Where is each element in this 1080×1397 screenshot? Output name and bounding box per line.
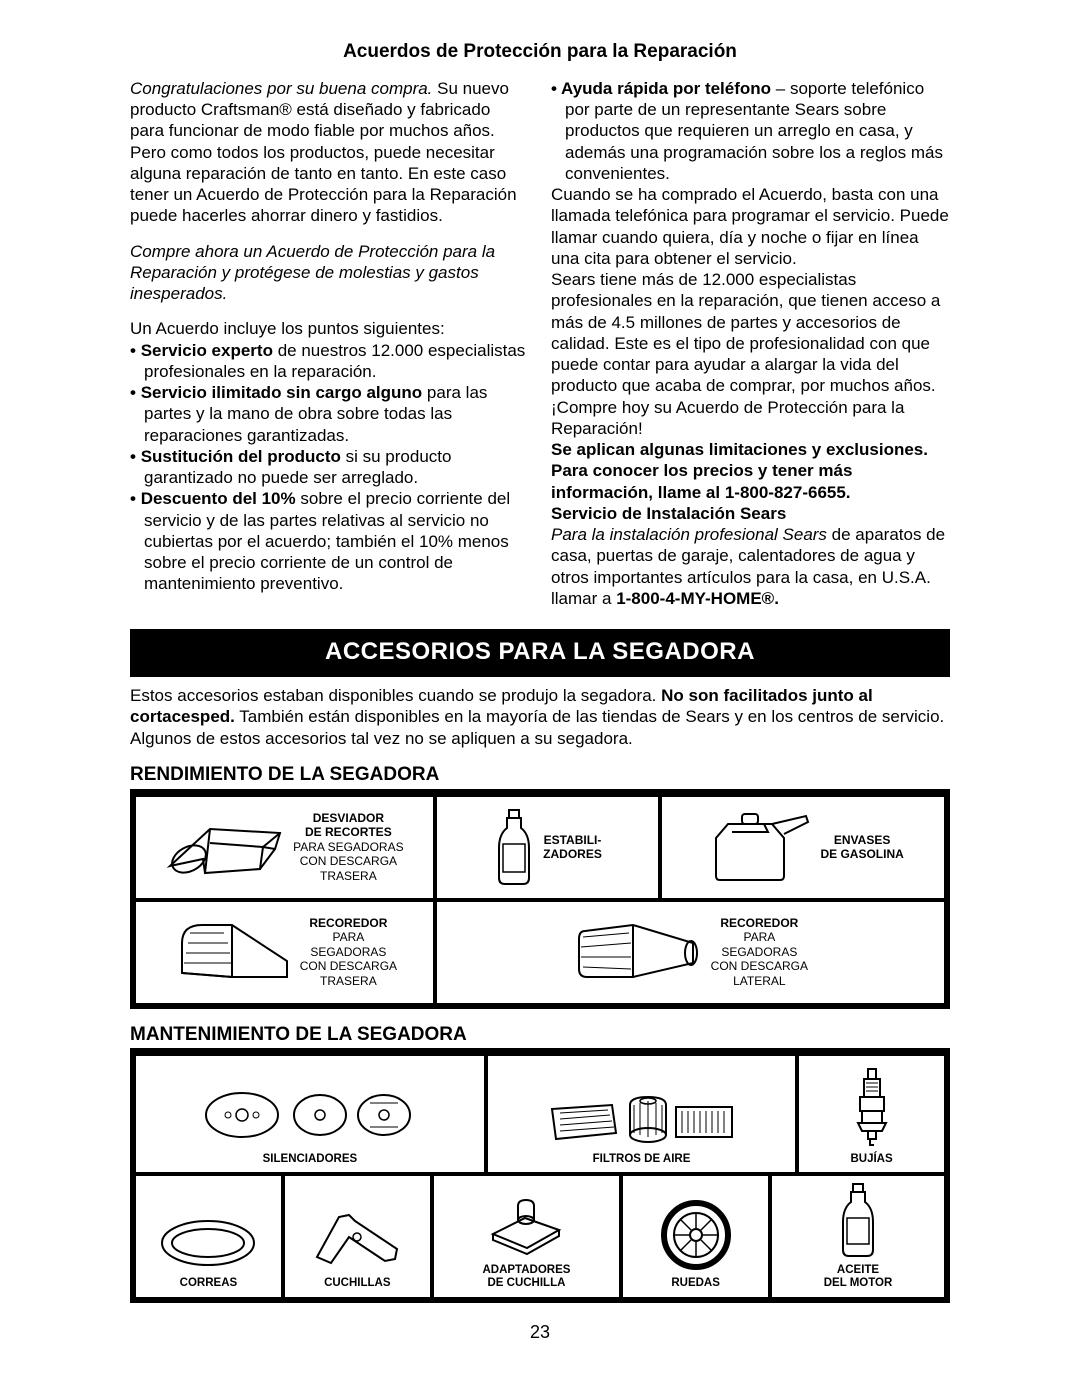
right-p3: Sears tiene más de 12.000 especialistas … [551,269,950,439]
acc-intro-1: Estos accesorios estaban disponibles cua… [130,686,661,705]
section2-title: MANTENIMIENTO DE LA SEGADORA [130,1023,950,1052]
cell-catcher-side: RECOREDOR PARA SEGADORAS CON DESCARGA LA… [435,900,946,1005]
cell-blades: CUCHILLAS [283,1174,432,1298]
lbl: ESTABILI- [543,833,602,847]
maintenance-grid: SILENCIADORES FILTROS DE AIR [130,1051,950,1302]
lbl: PARA [711,930,808,944]
sparkplug-label: BUJÍAS [850,1153,892,1166]
muffler-icon [200,1083,420,1147]
lbl: DESVIADOR [293,811,403,825]
left-b3: Sustitución del producto si su producto … [130,446,529,489]
lbl: ZADORES [543,847,602,861]
left-p3: Un Acuerdo incluye los puntos siguientes… [130,318,529,339]
lbl: DEL MOTOR [824,1277,893,1290]
right-p5: Para la instalación profesional Sears de… [551,524,950,609]
lbl: DE CUCHILLA [482,1277,570,1290]
oil-bottle-icon [838,1182,878,1258]
belts-label: CORREAS [180,1277,238,1290]
cell-deflector: DESVIADOR DE RECORTES PARA SEGADORAS CON… [134,795,435,900]
cell-gascan: ENVASES DE GASOLINA [660,795,946,900]
stabilizer-label: ESTABILI- ZADORES [543,833,602,862]
rp5-italic: Para la instalación profesional Sears [551,525,827,544]
section1-title: RENDIMIENTO DE LA SEGADORA [130,763,950,792]
left-p1: Congratulaciones por su buena compra. Su… [130,78,529,227]
cell-belts: CORREAS [134,1174,283,1298]
lbl: RECOREDOR [300,916,397,930]
two-column-body: Congratulaciones por su buena compra. Su… [130,78,950,609]
catcher-rear-icon [172,913,292,991]
catcher-side-label: RECOREDOR PARA SEGADORAS CON DESCARGA LA… [711,916,808,988]
cell-mufflers: SILENCIADORES [134,1054,486,1174]
rp5-phone: 1-800-4-MY-HOME®. [616,589,779,608]
rb1-bold: Ayuda rápida por teléfono [561,79,771,98]
deflector-icon [165,811,285,883]
cell-stabilizer: ESTABILI- ZADORES [435,795,661,900]
catcher-rear-label: RECOREDOR PARA SEGADORAS CON DESCARGA TR… [300,916,397,988]
oil-label: ACEITE DEL MOTOR [824,1264,893,1290]
blade-icon [309,1207,405,1271]
gascan-label: ENVASES DE GASOLINA [820,833,903,862]
lbl: SEGADORAS [300,945,397,959]
mufflers-label: SILENCIADORES [263,1153,358,1166]
b3-bold: Sustitución del producto [141,447,341,466]
left-column: Congratulaciones por su buena compra. Su… [130,78,529,609]
left-p1-rest: Su nuevo producto Craftsman® está diseña… [130,79,517,226]
adapters-label: ADAPTADORES DE CUCHILLA [482,1264,570,1290]
performance-grid: DESVIADOR DE RECORTES PARA SEGADORAS CON… [130,792,950,1009]
cell-adapters: ADAPTADORES DE CUCHILLA [432,1174,621,1298]
lbl: DE RECORTES [293,825,403,839]
cell-airfilters: FILTROS DE AIRE [486,1054,797,1174]
lbl: SEGADORAS [711,945,808,959]
deflector-label: DESVIADOR DE RECORTES PARA SEGADORAS CON… [293,811,403,883]
lbl: TRASERA [293,869,403,883]
airfilters-label: FILTROS DE AIRE [593,1153,691,1166]
wheels-label: RUEDAS [671,1277,720,1290]
right-b1: Ayuda rápida por teléfono – soporte tele… [551,78,950,184]
lbl: ENVASES [820,833,903,847]
lbl: RECOREDOR [711,916,808,930]
accessories-intro: Estos accesorios estaban disponibles cua… [130,685,950,749]
b2-bold: Servicio ilimitado sin cargo alguno [141,383,423,402]
lbl: CON DESCARGA [711,959,808,973]
cell-catcher-rear: RECOREDOR PARA SEGADORAS CON DESCARGA TR… [134,900,435,1005]
wheel-icon [660,1199,732,1271]
right-column: Ayuda rápida por teléfono – soporte tele… [551,78,950,609]
right-bullets: Ayuda rápida por teléfono – soporte tele… [551,78,950,184]
lbl: CON DESCARGA [300,959,397,973]
accessories-banner: ACCESORIOS PARA LA SEGADORA [130,629,950,677]
belt-icon [158,1215,258,1271]
lbl: ACEITE [824,1264,893,1277]
left-p2: Compre ahora un Acuerdo de Protección pa… [130,241,529,305]
lbl: PARA SEGADORAS [293,840,403,854]
page-title: Acuerdos de Protección para la Reparació… [130,40,950,64]
right-p2: Cuando se ha comprado el Acuerdo, basta … [551,184,950,269]
blades-label: CUCHILLAS [324,1277,390,1290]
lbl: PARA [300,930,397,944]
left-b1: Servicio experto de nuestros 12.000 espe… [130,340,529,383]
right-p4: Se aplican algunas limitaciones y exclus… [551,439,950,503]
left-p1-italic: Congratulaciones por su buena compra. [130,79,432,98]
lbl: CON DESCARGA [293,854,403,868]
cell-oil: ACEITE DEL MOTOR [770,1174,946,1298]
lbl: DE GASOLINA [820,847,903,861]
left-b4: Descuento del 10% sobre el precio corrie… [130,488,529,594]
gascan-icon [702,810,812,884]
adapter-icon [483,1194,569,1258]
left-b2: Servicio ilimitado sin cargo alguno para… [130,382,529,446]
lbl: LATERAL [711,974,808,988]
lbl: TRASERA [300,974,397,988]
right-p5-title: Servicio de Instalación Sears [551,503,950,524]
left-bullets: Servicio experto de nuestros 12.000 espe… [130,340,529,595]
b4-bold: Descuento del 10% [141,489,296,508]
catcher-side-icon [573,913,703,991]
bottle-icon [493,808,535,886]
cell-sparkplug: BUJÍAS [797,1054,946,1174]
sparkplug-icon [852,1067,892,1147]
airfilter-icon [546,1085,736,1147]
b1-bold: Servicio experto [141,341,273,360]
lbl: ADAPTADORES [482,1264,570,1277]
acc-intro-2: También están disponibles en la mayoría … [130,707,944,747]
page-number: 23 [130,1321,950,1344]
cell-wheels: RUEDAS [621,1174,770,1298]
